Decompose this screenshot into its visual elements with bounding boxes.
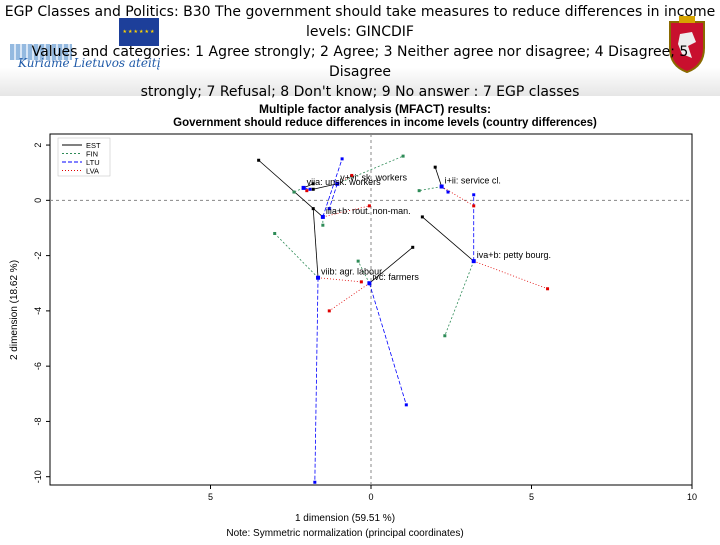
data-point <box>350 173 354 177</box>
group-label: iiia+b: rout. non-man. <box>326 206 411 216</box>
data-point <box>327 207 331 211</box>
y-tick-label: -8 <box>33 417 43 425</box>
data-point <box>472 204 476 208</box>
connector-line <box>322 205 370 218</box>
connector-lines <box>258 155 548 483</box>
connector-line <box>314 277 319 483</box>
group-center-point <box>439 184 444 189</box>
chart-note: Note: Symmetric normalization (principal… <box>226 528 463 539</box>
data-point <box>546 287 550 291</box>
data-point <box>404 403 408 407</box>
connector-line <box>317 277 362 283</box>
data-point <box>292 190 296 194</box>
x-tick-label: 10 <box>687 492 697 502</box>
chart-title: Multiple factor analysis (MFACT) results… <box>259 102 491 116</box>
y-tick-label: -2 <box>33 252 43 260</box>
x-axis-label: 1 dimension (59.51 %) <box>295 513 395 524</box>
slide-title: EGP Classes and Politics: B30 The govern… <box>0 2 720 102</box>
data-point <box>327 309 331 313</box>
lithuania-coat-of-arms-icon <box>669 16 705 74</box>
group-label: iva+b: petty bourg. <box>477 250 551 260</box>
y-tick-label: 0 <box>33 198 43 203</box>
data-point <box>311 182 315 186</box>
data-point <box>417 189 421 193</box>
slide-title-line: strongly; 7 Refusal; 8 Don't know; 9 No … <box>140 84 580 100</box>
data-point <box>367 204 371 208</box>
y-tick-label: -4 <box>33 307 43 315</box>
data-point <box>305 189 309 193</box>
slide-title-line: EGP Classes and Politics: B30 The govern… <box>4 4 716 20</box>
data-point <box>311 187 315 191</box>
data-point <box>340 157 344 161</box>
legend-box <box>57 137 111 177</box>
data-point <box>420 215 424 219</box>
logo-slogan: Kuriame Lietuvos ateitį <box>18 56 161 70</box>
group-center-point <box>367 281 372 286</box>
program-logo: Kuriame Lietuvos ateitį <box>10 40 162 74</box>
connector-line <box>312 208 319 278</box>
connector-line <box>422 216 474 262</box>
group-label: viia: unsk. workers <box>307 177 382 187</box>
data-point <box>257 158 261 162</box>
data-point <box>446 190 450 194</box>
logo-grid-graphic <box>10 44 72 60</box>
group-center-point <box>335 181 340 186</box>
connector-line <box>369 247 413 284</box>
group-label: ivc: farmers <box>372 272 419 282</box>
data-point <box>321 223 325 227</box>
chart-subtitle: Government should reduce differences in … <box>173 117 597 129</box>
data-point <box>273 231 277 235</box>
connector-line <box>369 283 407 405</box>
data-point <box>359 280 363 284</box>
x-tick-label: 5 <box>208 492 213 502</box>
connector-line <box>357 260 370 284</box>
data-point <box>401 154 405 158</box>
data-point <box>411 245 415 249</box>
data-point <box>443 334 447 338</box>
group-center-point <box>301 185 306 190</box>
legend-label: LTU <box>86 158 100 167</box>
slide-title-line: Values and categories: 1 Agree strongly;… <box>31 44 689 80</box>
data-point <box>433 165 437 169</box>
data-point <box>472 193 476 197</box>
connector-line <box>274 233 319 278</box>
connector-line <box>473 260 548 290</box>
data-point <box>356 259 360 263</box>
group-center-point <box>316 275 321 280</box>
connector-line <box>328 183 338 209</box>
data-point <box>311 207 315 211</box>
group-center-point <box>320 214 325 219</box>
connector-line <box>434 167 442 187</box>
mfact-chart: Multiple factor analysis (MFACT) results… <box>9 102 697 539</box>
group-label: i+ii: service cl. <box>445 176 501 186</box>
legend-label: FIN <box>86 150 98 159</box>
group-center-point <box>471 259 476 264</box>
slide-header: Kuriame Lietuvos ateitį ★★★★★★ EGP Class… <box>0 0 720 100</box>
y-tick-label: 2 <box>33 143 43 148</box>
y-axis-label: 2 dimension (18.62 %) <box>9 260 20 360</box>
mfact-plot-panel: Multiple factor analysis (MFACT) results… <box>0 100 720 540</box>
eu-flag-icon: ★★★★★★ <box>119 18 159 46</box>
group-label: viib: agr. labour. <box>321 267 384 277</box>
connector-line <box>419 186 442 192</box>
legend-label: LVA <box>86 167 99 176</box>
slide-title-line: levels: GINCDIF <box>306 24 414 40</box>
x-tick-label: 0 <box>368 492 373 502</box>
data-point <box>308 187 312 191</box>
connector-line <box>444 260 475 336</box>
connector-line <box>329 282 370 312</box>
y-tick-label: -6 <box>33 362 43 370</box>
x-tick-label: 5 <box>529 492 534 502</box>
y-tick-label: -10 <box>33 470 43 483</box>
connector-line <box>441 186 474 207</box>
data-point <box>313 480 317 484</box>
data-points <box>257 154 550 484</box>
legend-label: EST <box>86 141 101 150</box>
connector-line <box>322 158 343 218</box>
group-label: v+vi: sk. workers <box>340 173 407 183</box>
axes-layer: 5 0 5 10 2 0 -2 -4 -6 -8 -10 <box>33 134 697 502</box>
